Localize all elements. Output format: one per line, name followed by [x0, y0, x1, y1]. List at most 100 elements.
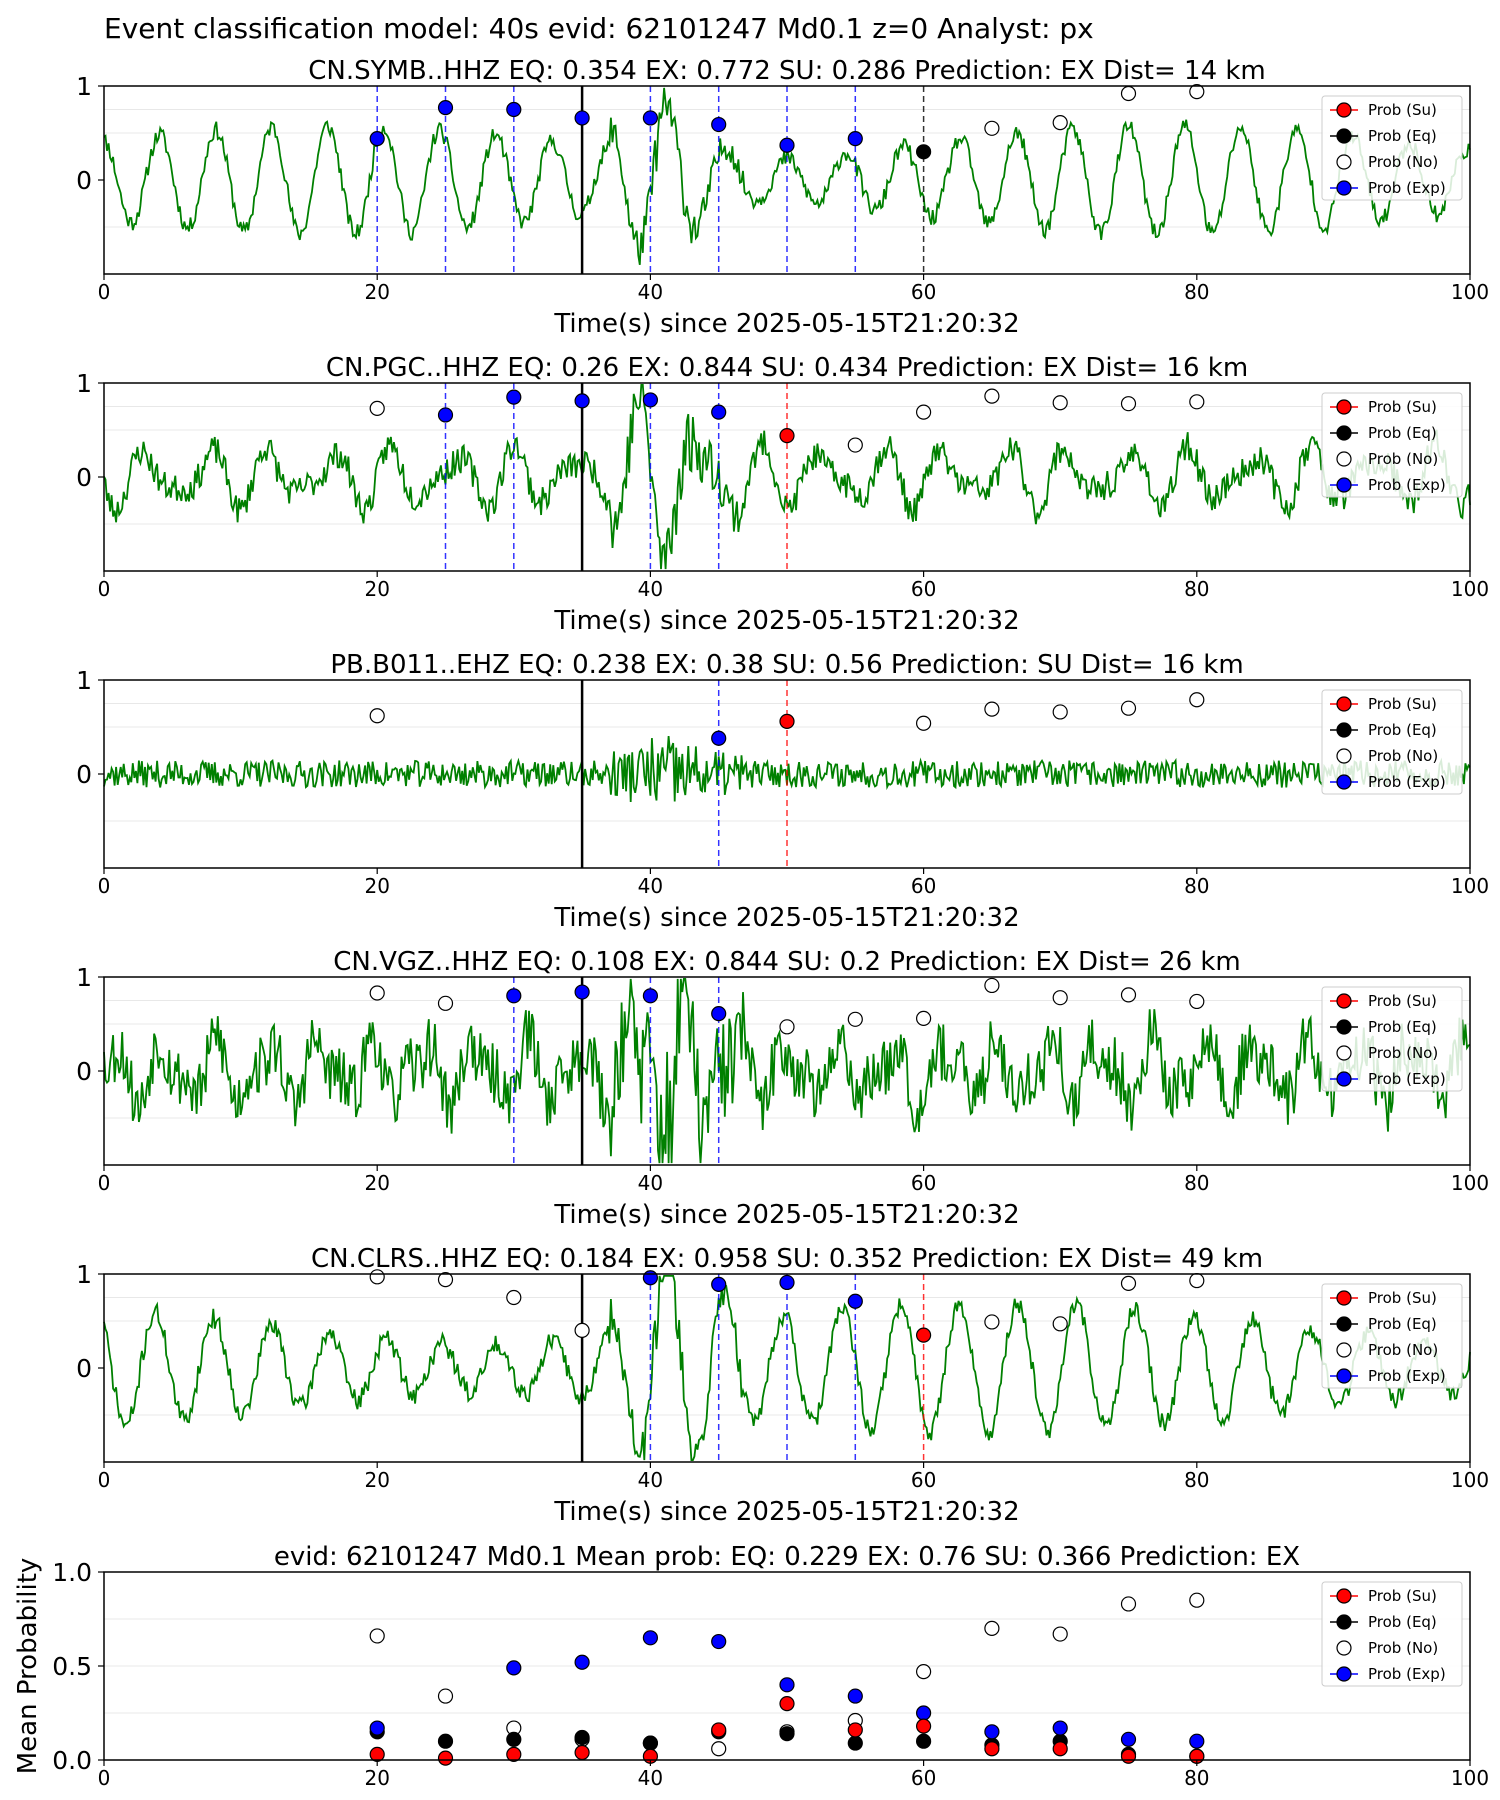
x-tick-label: 40: [638, 1468, 663, 1492]
data-point: [1120, 1731, 1137, 1747]
data-point: [915, 1010, 932, 1026]
data-point: [642, 1735, 659, 1751]
x-tick-label: 0: [98, 280, 111, 304]
subplot-title: PB.B011..EHZ EQ: 0.238 EX: 0.38 SU: 0.56…: [330, 650, 1243, 680]
y-tick-label: 0: [76, 166, 92, 195]
legend-label: Prob (Eq): [1368, 127, 1437, 145]
legend-marker: [1336, 1045, 1352, 1061]
data-point: [1189, 692, 1205, 708]
subplot-3: 0 20 40 60 80 100 0 1 PB.B011..EHZ EQ: 0.238 EX:…: [76, 650, 1489, 933]
legend-label: Prob (Exp): [1368, 1070, 1446, 1088]
x-tick-label: 0: [98, 1766, 111, 1790]
data-point: [984, 1620, 1000, 1637]
legend-label: Prob (Exp): [1368, 1665, 1446, 1683]
legend-label: Prob (Exp): [1368, 476, 1446, 494]
figure-title: Event classification model: 40s evid: 62…: [104, 12, 1094, 45]
legend-label: Prob (No): [1368, 1639, 1438, 1657]
waveform-trace: [103, 384, 1471, 570]
legend-marker: [1336, 748, 1352, 764]
legend-marker: [1336, 399, 1352, 415]
data-point: [711, 1722, 727, 1738]
y-tick-label: 1.0: [52, 1558, 92, 1587]
data-point: [437, 100, 454, 116]
x-tick-label: 60: [911, 280, 936, 304]
data-point: [1120, 700, 1137, 716]
legend-label: Prob (Eq): [1368, 721, 1437, 739]
legend-frame: [1321, 392, 1463, 498]
legend-label: Prob (No): [1368, 1341, 1438, 1359]
waveform-trace: [103, 1275, 1471, 1461]
data-point: [574, 1744, 590, 1761]
data-point: [1052, 990, 1068, 1006]
data-point: [506, 389, 522, 405]
x-tick-label: 40: [638, 280, 663, 304]
y-tick-label: 0: [76, 1057, 92, 1086]
data-point: [1052, 1720, 1068, 1736]
data-point: [1052, 115, 1068, 131]
x-tick-label: 40: [638, 1171, 663, 1195]
data-point: [1120, 987, 1137, 1003]
data-point: [437, 1750, 454, 1766]
data-point: [506, 988, 522, 1004]
data-point: [847, 1011, 863, 1027]
legend-label: Prob (Eq): [1368, 1315, 1437, 1333]
subplot-1: 0 20 40 60 80 100 0 1 CN.SYMB..HHZ EQ: 0.354 EX:…: [76, 56, 1489, 339]
data-point: [506, 1660, 522, 1676]
data-point: [915, 404, 932, 420]
data-point: [984, 1724, 1000, 1740]
data-point: [1052, 1316, 1068, 1332]
data-point: [1052, 395, 1068, 411]
data-point: [779, 1019, 795, 1035]
x-tick-label: 60: [911, 577, 936, 601]
legend-frame: [1321, 689, 1463, 795]
legend-label: Prob (Su): [1368, 398, 1437, 416]
y-axis-label: Mean Probability: [13, 1558, 43, 1775]
x-tick-label: 80: [1184, 1766, 1209, 1790]
legend-label: Prob (No): [1368, 153, 1438, 171]
subplot-title: CN.VGZ..HHZ EQ: 0.108 EX: 0.844 SU: 0.2 …: [333, 947, 1241, 977]
data-point: [915, 1705, 932, 1721]
data-point: [779, 1677, 795, 1693]
x-tick-label: 0: [98, 1171, 111, 1195]
legend-marker: [1336, 1316, 1352, 1332]
data-point: [1052, 1741, 1068, 1757]
y-tick-label: 1: [76, 1260, 92, 1289]
data-point: [779, 1695, 795, 1712]
legend-marker: [1336, 1640, 1352, 1656]
subplot-6: 0 20 40 60 80 100 0.0 0.5 1.0 evid: 62101247 Md0.…: [13, 1542, 1489, 1790]
legend-label: Prob (Exp): [1368, 773, 1446, 791]
data-point: [915, 715, 932, 731]
data-point: [574, 110, 590, 126]
data-point: [437, 1733, 454, 1749]
legend: Prob (Su) Prob (Eq) Prob (No) Prob (Exp): [1321, 1581, 1463, 1687]
data-point: [847, 1735, 863, 1751]
data-point: [711, 730, 727, 746]
data-point: [1052, 704, 1068, 720]
data-point: [574, 1654, 590, 1670]
subplot-4: 0 20 40 60 80 100 0 1 CN.VGZ..HHZ EQ: 0.108 EX: …: [76, 947, 1489, 1230]
legend-marker: [1336, 128, 1352, 144]
data-point: [779, 137, 795, 153]
legend-marker: [1336, 1071, 1352, 1087]
legend-marker: [1336, 1368, 1352, 1384]
legend: Prob (Su) Prob (Eq) Prob (No) Prob (Exp): [1321, 95, 1463, 201]
legend-frame: [1321, 986, 1463, 1092]
data-point: [506, 101, 522, 118]
data-point: [369, 400, 385, 416]
x-tick-label: 40: [638, 874, 663, 898]
data-point: [847, 437, 863, 453]
x-tick-label: 0: [98, 1468, 111, 1492]
legend-marker: [1336, 774, 1352, 790]
data-point: [642, 1630, 659, 1646]
x-tick-label: 20: [364, 280, 389, 304]
legend: Prob (Su) Prob (Eq) Prob (No) Prob (Exp): [1321, 1283, 1463, 1389]
subplot-title: CN.SYMB..HHZ EQ: 0.354 EX: 0.772 SU: 0.2…: [308, 56, 1266, 86]
legend-label: Prob (No): [1368, 1044, 1438, 1062]
legend-frame: [1321, 1581, 1463, 1687]
legend-marker: [1336, 477, 1352, 493]
data-point: [984, 977, 1000, 994]
data-point: [1120, 1596, 1137, 1612]
data-point: [779, 428, 795, 444]
legend-marker: [1336, 696, 1352, 712]
data-point: [711, 1276, 727, 1292]
